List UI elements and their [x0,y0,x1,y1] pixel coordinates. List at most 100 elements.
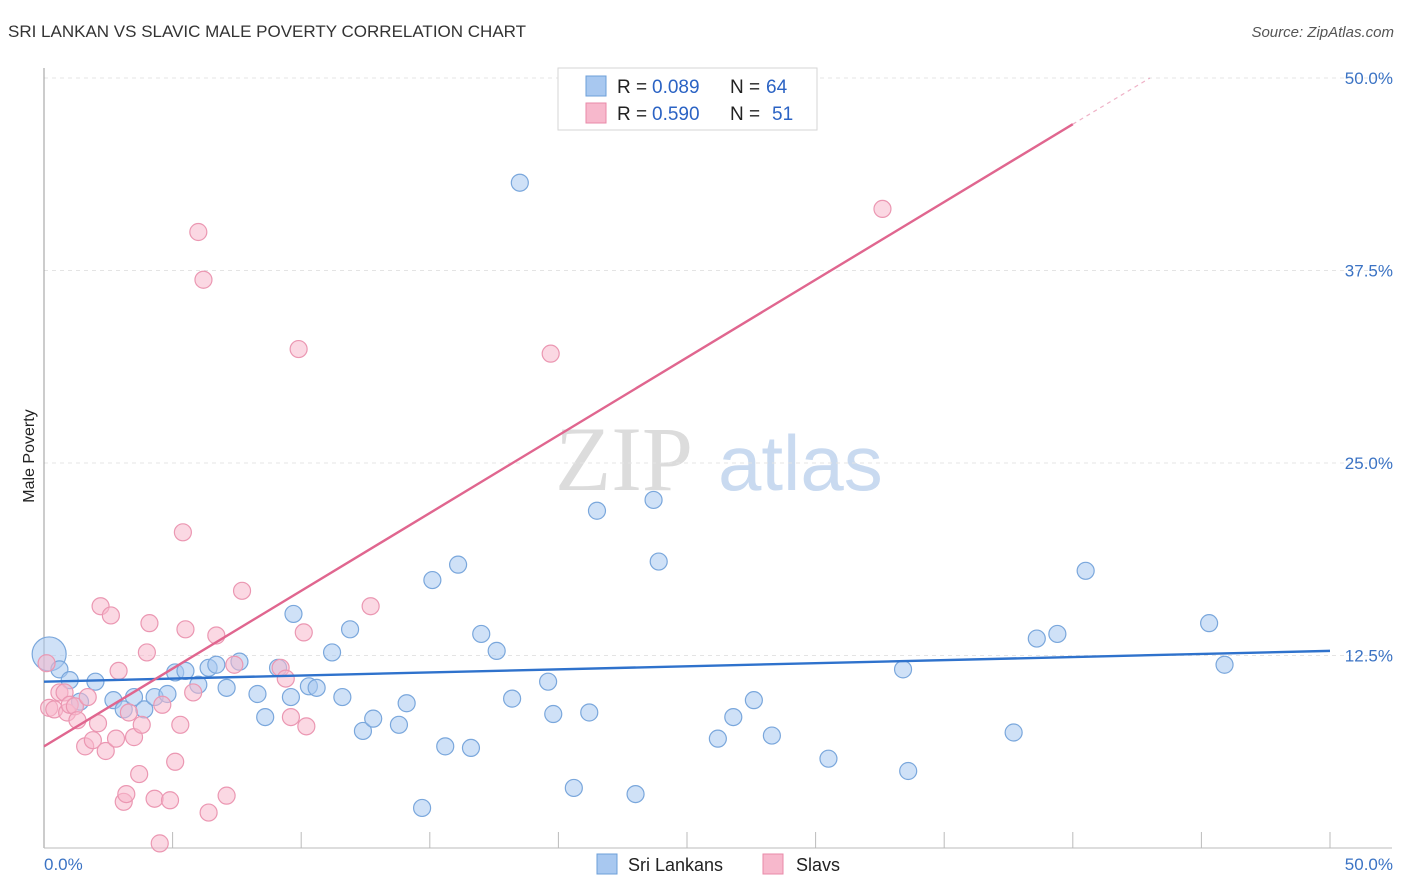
sri-lankans-point [899,761,918,781]
watermark-zip: ZIP [555,408,693,510]
sri-lankans-point [389,715,409,734]
legend-r-label: R = [617,104,647,125]
slavs-point [101,606,120,625]
slavs-point [873,199,892,218]
sri-lankans-point [1027,629,1046,648]
sri-lankans-point [248,684,267,704]
slavs-point [130,764,149,784]
sri-lankans-point [333,687,352,707]
axes [43,68,1392,849]
slavs-point [361,597,380,616]
sri-lankans-point [744,691,763,710]
sri-lankans-point [564,778,583,798]
sri-lankans-point [580,703,599,722]
slavs-point [297,717,316,736]
slavs-point [232,581,252,600]
sri-lankans-point [207,655,226,674]
bottom-legend-label-sri-lankans: Sri Lankans [628,855,723,875]
slavs-point [78,687,97,707]
legend-n-label: N = [730,77,760,98]
slavs-point [194,270,213,289]
sri-lankans-point [762,726,781,745]
bottom-legend-swatch-slavs [762,853,784,875]
sri-lankans-point [322,643,342,662]
sri-lankans-point [819,749,838,768]
slavs-trend-line-extension [1072,77,1151,125]
slavs-point [171,715,190,734]
x-ticks [172,832,1331,848]
chart-title: SRI LANKAN VS SLAVIC MALE POVERTY CORREL… [8,22,527,41]
slavs-point [140,614,159,633]
slavs-point [166,752,185,771]
sri-lankans-point [510,173,529,192]
slavs-point [217,786,236,805]
slavs-point [173,523,192,542]
x-tick-label-max: 50.0% [1345,855,1393,874]
sri-lankans-point [340,620,360,639]
slavs-point [132,715,151,734]
slavs-point [199,803,218,822]
sri-lankans-point [649,552,668,571]
slavs-point [276,669,295,688]
y-axis-title: Male Poverty [21,409,38,502]
slavs-point [189,222,208,242]
sri-lankans-point [1215,655,1234,674]
sri-lankans-point [1200,614,1219,633]
sri-lankans-point [353,721,373,741]
sri-lankans-point [307,678,326,697]
y-tick-labels: 12.5% 25.0% 37.5% 50.0% [1345,69,1393,666]
slavs-point [109,661,128,681]
slavs-point [541,344,560,363]
sri-lankans-point [412,798,432,818]
slavs-point [119,703,138,722]
source-label: Source: ZipAtlas.com [1251,24,1394,41]
sri-lankans-point [893,660,913,679]
y-tick-label: 37.5% [1345,262,1393,281]
sri-lankans-point [448,555,468,574]
y-tick-label: 50.0% [1345,69,1393,88]
slavs-point [281,707,301,727]
slavs-point [137,643,156,662]
y-tick-label: 12.5% [1345,647,1393,666]
sri-lankans-point [644,490,663,510]
slavs-point [176,620,195,639]
slavs-point [160,791,180,810]
sri-lankans-point [1048,624,1067,644]
slavs-point [225,655,244,674]
sri-lankans-point [256,707,275,727]
sri-lankans-point [364,709,383,728]
sri-lankans-point [284,604,303,624]
legend-swatch-sri-lankans [585,75,607,97]
bottom-legend-label-slavs: Slavs [796,855,840,875]
sri-lankans-point [461,738,481,758]
sri-lankans-point [1076,561,1095,580]
legend-r-value-slavs: 0.590 [652,104,700,125]
sri-lankans-point [397,694,416,713]
sri-lankans-point [281,687,301,707]
sri-lankans-point [539,672,558,691]
top-legend: R = 0.089 N = 64 R = 0.590 N = 51 [557,67,818,131]
y-tick-label: 25.0% [1345,454,1393,473]
sri-lankans-point [503,689,522,708]
slavs-point [150,834,169,853]
slavs-point [96,741,115,761]
slavs-point [145,789,164,808]
slavs-trend-line [43,123,1074,748]
slavs-point [153,695,172,714]
legend-r-value-sri-lankans: 0.089 [652,77,700,98]
sri-lankans-point [544,704,563,724]
slavs-point [294,623,313,642]
bottom-legend: Sri Lankans Slavs [596,853,840,875]
legend-r-label: R = [617,77,647,98]
slavs-point [83,731,102,750]
sri-lankans-point [487,641,506,660]
slavs-point [184,683,203,702]
sri-lankans-point [1004,723,1023,742]
watermark: ZIP atlas [555,408,883,510]
series-slavs-points [37,199,892,853]
legend-n-value-slavs: 51 [772,104,793,125]
slavs-point [37,654,56,673]
slavs-point [106,729,126,748]
sri-lankans-point [472,624,491,644]
